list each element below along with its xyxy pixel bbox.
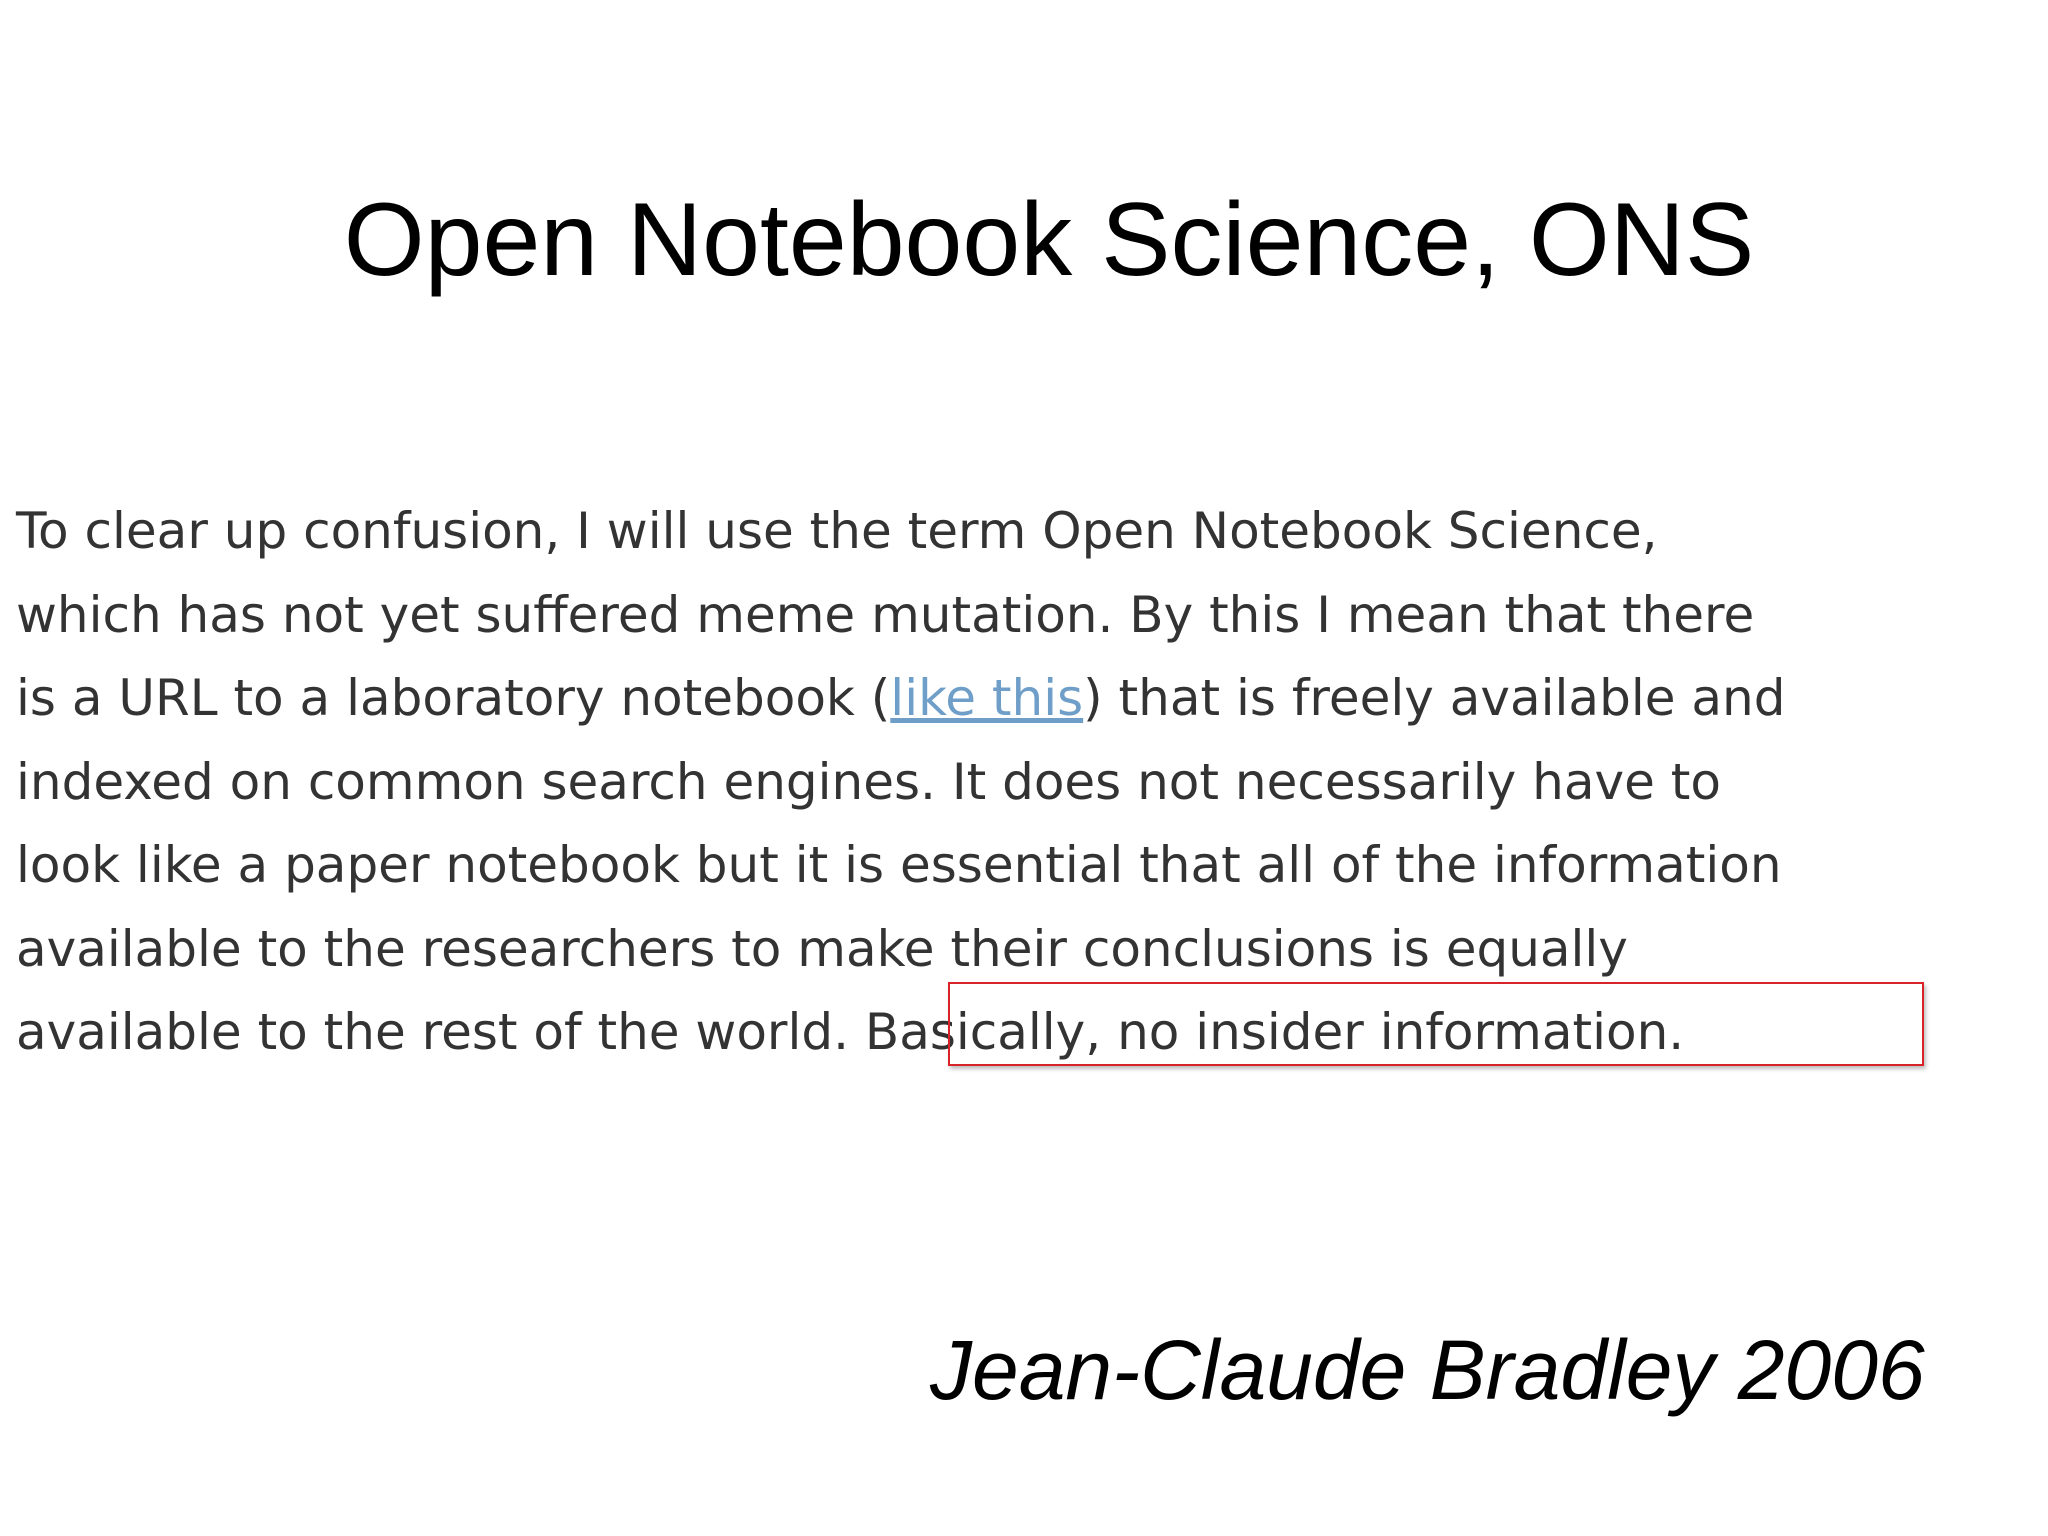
quote-text: To clear up confusion, I will use the te… bbox=[16, 490, 1785, 1075]
quote-text-segment: is a URL to a laboratory notebook ( bbox=[16, 669, 891, 727]
highlighted-phrase: Basically, no insider information. bbox=[864, 1003, 1685, 1061]
attribution: Jean-Claude Bradley 2006 bbox=[930, 1323, 1925, 1417]
quote-line: available to the researchers to make the… bbox=[16, 919, 1628, 978]
quote-line: indexed on common search engines. It doe… bbox=[16, 752, 1721, 811]
quote-line: is a URL to a laboratory notebook (like … bbox=[16, 657, 1785, 741]
quote-line: To clear up confusion, I will use the te… bbox=[16, 502, 1658, 560]
slide-title: Open Notebook Science, ONS bbox=[343, 182, 1755, 298]
quote-line: look like a paper notebook but it is ess… bbox=[16, 836, 1782, 894]
quote-line: available to the rest of the world. Basi… bbox=[16, 991, 1785, 1075]
like-this-link[interactable]: like this bbox=[890, 669, 1084, 727]
quote-text-segment: available to the rest of the world. bbox=[16, 1003, 865, 1061]
quote-text-segment: ) that is freely available and bbox=[1083, 669, 1786, 727]
highlight-box bbox=[948, 982, 1924, 1066]
quote-line: which has not yet suffered meme mutation… bbox=[16, 585, 1755, 644]
